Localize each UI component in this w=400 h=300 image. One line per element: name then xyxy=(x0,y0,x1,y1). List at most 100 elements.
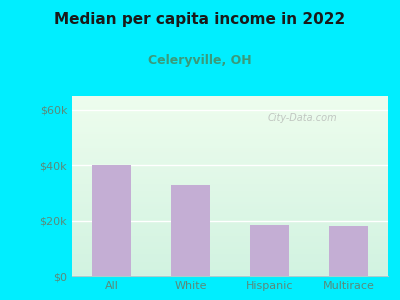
Bar xyxy=(72,101,388,103)
Bar xyxy=(72,109,388,110)
Bar xyxy=(72,125,388,127)
Bar xyxy=(72,116,388,118)
Bar xyxy=(72,134,388,136)
Bar xyxy=(72,107,388,109)
Bar xyxy=(72,263,388,265)
Bar xyxy=(250,225,289,276)
Bar xyxy=(72,118,388,119)
Bar xyxy=(72,260,388,262)
Bar xyxy=(72,215,388,217)
Bar xyxy=(72,206,388,208)
Text: City-Data.com: City-Data.com xyxy=(268,112,338,123)
Bar xyxy=(72,172,388,173)
Bar xyxy=(72,128,388,130)
Bar xyxy=(72,127,388,128)
Bar xyxy=(72,152,388,154)
Bar xyxy=(72,161,388,163)
Bar xyxy=(72,166,388,168)
Bar xyxy=(72,244,388,245)
Bar xyxy=(72,233,388,235)
Bar xyxy=(72,112,388,114)
Bar xyxy=(72,236,388,238)
Bar xyxy=(72,157,388,159)
Bar xyxy=(72,177,388,179)
Bar xyxy=(72,123,388,125)
Bar xyxy=(72,218,388,220)
Bar xyxy=(72,271,388,272)
Bar xyxy=(72,242,388,244)
Bar xyxy=(72,105,388,107)
Bar xyxy=(72,272,388,274)
Bar xyxy=(72,154,388,155)
Bar xyxy=(72,100,388,101)
Bar xyxy=(72,143,388,145)
Bar xyxy=(72,245,388,247)
Bar xyxy=(72,110,388,112)
Bar xyxy=(72,209,388,211)
Bar xyxy=(72,141,388,143)
Bar xyxy=(72,199,388,200)
Bar xyxy=(72,217,388,218)
Bar xyxy=(72,164,388,166)
Bar xyxy=(72,251,388,253)
Bar xyxy=(72,274,388,276)
Bar xyxy=(72,258,388,260)
Bar xyxy=(72,254,388,256)
Bar xyxy=(72,175,388,177)
Bar xyxy=(72,220,388,222)
Bar xyxy=(72,235,388,236)
Bar xyxy=(72,222,388,224)
Text: Median per capita income in 2022: Median per capita income in 2022 xyxy=(54,12,346,27)
Bar xyxy=(72,224,388,226)
Bar xyxy=(72,267,388,269)
Bar xyxy=(72,148,388,150)
Bar xyxy=(72,213,388,215)
Bar xyxy=(72,188,388,190)
Bar xyxy=(72,195,388,197)
Bar xyxy=(72,247,388,249)
Bar xyxy=(72,204,388,206)
Bar xyxy=(72,114,388,116)
Bar xyxy=(72,132,388,134)
Bar xyxy=(72,146,388,148)
Bar xyxy=(72,265,388,267)
Bar xyxy=(171,184,210,276)
Bar xyxy=(72,170,388,172)
Bar xyxy=(72,190,388,191)
Bar xyxy=(72,256,388,258)
Bar xyxy=(72,119,388,121)
Bar xyxy=(72,191,388,193)
Bar xyxy=(72,211,388,213)
Bar xyxy=(72,181,388,182)
Bar xyxy=(72,200,388,202)
Bar xyxy=(72,155,388,157)
Bar xyxy=(72,182,388,184)
Bar xyxy=(92,165,131,276)
Bar xyxy=(72,249,388,251)
Bar xyxy=(72,193,388,195)
Bar xyxy=(72,229,388,231)
Bar xyxy=(72,163,388,164)
Bar xyxy=(72,173,388,175)
Bar xyxy=(72,269,388,271)
Bar xyxy=(72,208,388,209)
Bar xyxy=(72,186,388,188)
Bar xyxy=(72,139,388,141)
Bar xyxy=(72,96,388,98)
Text: Celeryville, OH: Celeryville, OH xyxy=(148,54,252,67)
Bar xyxy=(72,136,388,137)
Bar xyxy=(72,159,388,161)
Bar xyxy=(72,168,388,170)
Bar xyxy=(72,226,388,227)
Bar xyxy=(72,238,388,240)
Bar xyxy=(72,179,388,181)
Bar xyxy=(72,231,388,233)
Bar xyxy=(72,137,388,139)
Bar xyxy=(72,240,388,242)
Bar xyxy=(72,98,388,100)
Bar xyxy=(72,262,388,263)
Bar xyxy=(72,103,388,105)
Bar xyxy=(72,121,388,123)
Bar xyxy=(72,253,388,254)
Bar xyxy=(329,226,368,276)
